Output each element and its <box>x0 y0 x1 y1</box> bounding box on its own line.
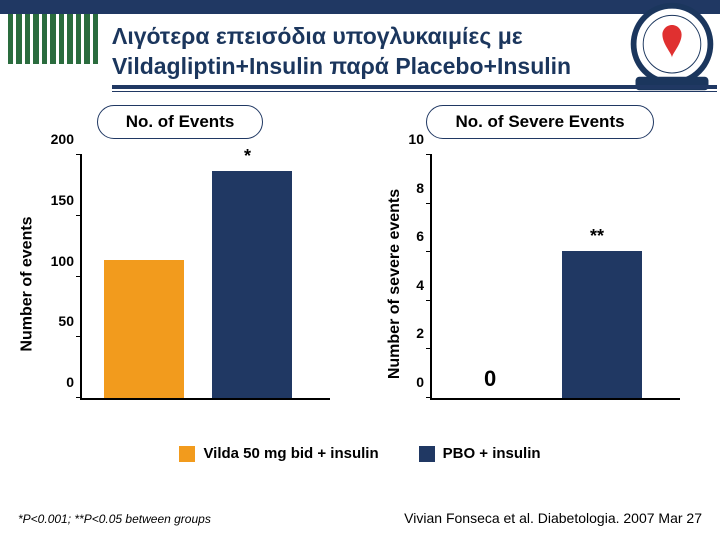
legend-item-vilda: Vilda 50 mg bid + insulin <box>179 445 378 462</box>
slide-title: Λιγότερα επεισόδια υπογλυκαιμίες με Vild… <box>112 22 582 82</box>
bar-pbo <box>562 251 642 398</box>
tick-label: 6 <box>416 228 424 244</box>
tick-label: 100 <box>51 253 74 269</box>
subhead-row: No. of Events No. of Severe Events <box>0 102 720 142</box>
left-ylabel: Number of events <box>19 216 37 351</box>
footnote: *P<0.001; **P<0.05 between groups <box>18 512 211 526</box>
swatch-vilda <box>179 446 195 462</box>
right-ylabel: Number of severe events <box>386 189 404 379</box>
charts-row: Number of events 0 50 100 150 200 * Numb… <box>0 145 720 435</box>
title-text: Λιγότερα επεισόδια υπογλυκαιμίες με Vild… <box>112 22 582 82</box>
top-bar <box>0 0 720 14</box>
tick-label: 2 <box>416 325 424 341</box>
tick-label: 0 <box>416 374 424 390</box>
underline-thick <box>112 85 717 89</box>
left-annotation: * <box>244 146 251 167</box>
right-plot: 0 2 4 6 8 10 ** 0 <box>430 155 680 400</box>
tick-label: 8 <box>416 180 424 196</box>
subhead-right: No. of Severe Events <box>426 105 653 139</box>
legend-item-pbo: PBO + insulin <box>419 445 541 462</box>
zero-label: 0 <box>484 366 496 392</box>
legend: Vilda 50 mg bid + insulin PBO + insulin <box>0 445 720 462</box>
logo-badge <box>624 0 720 96</box>
decorative-stripes <box>8 14 98 64</box>
swatch-pbo <box>419 446 435 462</box>
tick-label: 200 <box>51 131 74 147</box>
right-annotation: ** <box>590 226 604 247</box>
tick-label: 10 <box>408 131 424 147</box>
bar-vilda <box>104 260 184 398</box>
bar-pbo <box>212 171 292 398</box>
left-plot: 0 50 100 150 200 * <box>80 155 330 400</box>
tick-label: 150 <box>51 192 74 208</box>
right-chart: Number of severe events 0 2 4 6 8 10 ** … <box>360 145 720 435</box>
legend-label: Vilda 50 mg bid + insulin <box>203 445 378 462</box>
underline-thin <box>112 91 717 92</box>
tick-label: 50 <box>58 313 74 329</box>
subhead-left: No. of Events <box>97 105 264 139</box>
tick-label: 4 <box>416 277 424 293</box>
citation: Vivian Fonseca et al. Diabetologia. 2007… <box>404 510 702 526</box>
left-chart: Number of events 0 50 100 150 200 * <box>0 145 360 435</box>
legend-label: PBO + insulin <box>443 445 541 462</box>
tick-label: 0 <box>66 374 74 390</box>
